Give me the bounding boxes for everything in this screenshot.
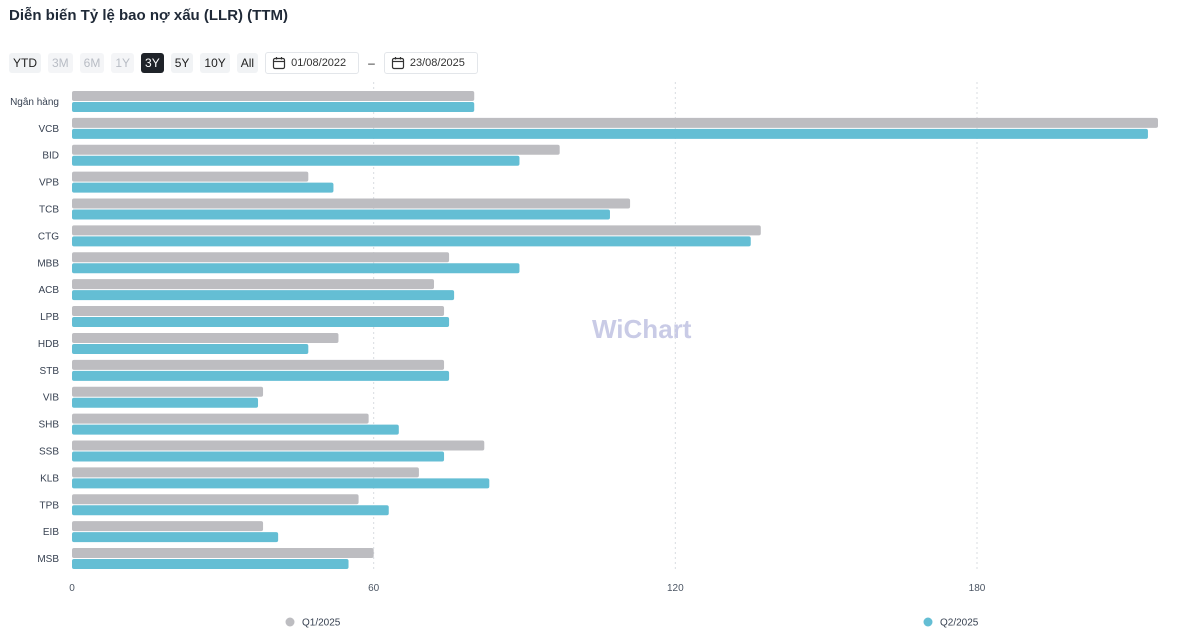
x-tick-label: 180 <box>969 583 986 594</box>
category-label: VCB <box>38 124 59 135</box>
bar-q1[interactable] <box>72 359 445 370</box>
range-button-10y[interactable]: 10Y <box>200 53 230 73</box>
bar-q1[interactable] <box>72 225 761 236</box>
bar-q1[interactable] <box>72 306 445 317</box>
category-label: ACB <box>38 285 59 296</box>
bar-q2[interactable] <box>72 101 475 112</box>
bar-q2[interactable] <box>72 290 455 301</box>
bar-q1[interactable] <box>72 198 631 209</box>
bar-q1[interactable] <box>72 252 450 263</box>
bar-q2[interactable] <box>72 451 445 462</box>
range-button-all[interactable]: All <box>236 53 259 73</box>
date-separator: – <box>368 56 375 70</box>
category-label: LPB <box>40 312 59 323</box>
bar-q2[interactable] <box>72 128 1148 139</box>
calendar-icon <box>273 57 286 70</box>
range-button-6m[interactable]: 6M <box>79 53 105 73</box>
x-tick-label: 120 <box>667 583 684 594</box>
bar-q2[interactable] <box>72 182 334 193</box>
bar-q1[interactable] <box>72 521 264 532</box>
watermark-logo: WiChart <box>592 314 692 344</box>
x-tick-label: 60 <box>368 583 380 594</box>
date-from-picker[interactable]: 01/08/2022 <box>265 52 360 74</box>
category-label: TCB <box>39 205 59 216</box>
calendar-icon <box>391 57 404 70</box>
bar-q2[interactable] <box>72 397 259 408</box>
bar-q2[interactable] <box>72 343 309 354</box>
category-label: MBB <box>37 258 59 269</box>
bar-q1[interactable] <box>72 413 369 424</box>
bar-q1[interactable] <box>72 171 309 182</box>
legend-label[interactable]: Q1/2025 <box>302 618 341 629</box>
bar-q2[interactable] <box>72 155 520 166</box>
category-label: BID <box>42 151 59 162</box>
category-label: MSB <box>37 554 59 565</box>
bar-q1[interactable] <box>72 279 434 290</box>
time-range-toolbar: YTD 3M 6M 1Y 3Y 5Y 10Y All 01/08/2022 – … <box>9 52 478 74</box>
bar-q2[interactable] <box>72 236 751 247</box>
category-label: HDB <box>38 339 59 350</box>
category-label: EIB <box>43 527 59 538</box>
legend-marker[interactable] <box>285 617 295 627</box>
legend-label[interactable]: Q2/2025 <box>940 618 979 629</box>
bar-q1[interactable] <box>72 548 374 559</box>
category-label: VPB <box>39 178 59 189</box>
range-button-5y[interactable]: 5Y <box>170 53 194 73</box>
chart-title: Diễn biến Tỷ lệ bao nợ xấu (LLR) (TTM) <box>9 7 288 24</box>
bar-q1[interactable] <box>72 386 264 397</box>
bar-q1[interactable] <box>72 494 359 505</box>
bar-q2[interactable] <box>72 263 520 274</box>
bar-q1[interactable] <box>72 467 419 478</box>
category-label: CTG <box>38 231 59 242</box>
bar-q2[interactable] <box>72 478 490 489</box>
bar-q2[interactable] <box>72 505 389 516</box>
bar-q1[interactable] <box>72 332 339 343</box>
category-label: STB <box>40 366 60 377</box>
date-from-value: 01/08/2022 <box>291 57 347 69</box>
range-button-3y[interactable]: 3Y <box>141 53 164 73</box>
bar-q2[interactable] <box>72 370 450 381</box>
bar-q2[interactable] <box>72 532 279 543</box>
range-button-ytd[interactable]: YTD <box>9 53 41 73</box>
bar-q2[interactable] <box>72 317 450 328</box>
bar-q1[interactable] <box>72 144 560 155</box>
date-to-picker[interactable]: 23/08/2025 <box>383 52 478 74</box>
category-label: VIB <box>43 393 59 404</box>
bar-q1[interactable] <box>72 117 1158 128</box>
category-label: TPB <box>40 500 60 511</box>
bar-q2[interactable] <box>72 559 349 570</box>
category-label: SSB <box>39 447 59 458</box>
legend-marker[interactable] <box>923 617 933 627</box>
bar-q1[interactable] <box>72 440 485 451</box>
x-tick-label: 0 <box>69 583 75 594</box>
bar-q1[interactable] <box>72 90 475 101</box>
category-label: SHB <box>38 420 59 431</box>
range-button-1y[interactable]: 1Y <box>111 53 135 73</box>
bar-q2[interactable] <box>72 424 399 435</box>
category-label: Ngân hàng <box>10 97 59 108</box>
range-button-3m[interactable]: 3M <box>48 53 73 73</box>
category-label: KLB <box>40 473 59 484</box>
bar-q2[interactable] <box>72 209 610 220</box>
date-to-value: 23/08/2025 <box>409 57 465 69</box>
